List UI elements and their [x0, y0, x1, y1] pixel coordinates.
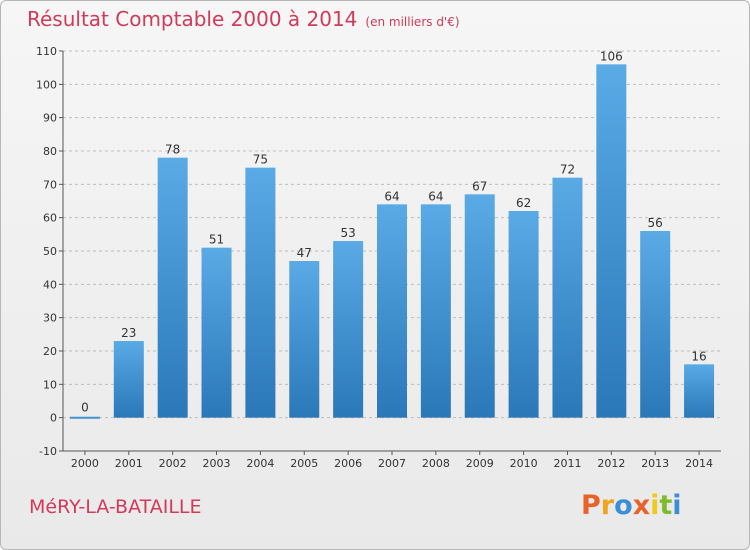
value-label-2014: 16	[691, 349, 706, 363]
bar-2003[interactable]	[201, 247, 232, 418]
x-tick-label-2000: 2000	[71, 457, 99, 470]
y-tick-label: 90	[43, 112, 57, 125]
bars	[69, 64, 715, 419]
logo-letter: r	[600, 490, 615, 521]
y-tick-label: 70	[43, 178, 57, 191]
labels: -10 0 10 20 30 40 50 60 70 80 90 100 110 2000 0 2001 23 2…	[36, 45, 713, 470]
bar-2008[interactable]	[420, 204, 451, 418]
bar-2013[interactable]	[640, 231, 671, 418]
logo-letter: t	[659, 490, 673, 521]
value-label-2002: 78	[165, 143, 180, 157]
bar-2010[interactable]	[508, 211, 539, 418]
x-tick-label-2014: 2014	[685, 457, 713, 470]
y-tick-label: 60	[43, 212, 57, 225]
chart-title: Résultat Comptable 2000 à 2014 (en millie…	[27, 7, 460, 31]
logo-letter: i	[672, 490, 682, 521]
bar-2007[interactable]	[377, 204, 407, 418]
y-tick-label: 50	[43, 245, 57, 258]
bar-2014[interactable]	[684, 364, 715, 418]
x-tick-label-2011: 2011	[553, 457, 581, 470]
value-label-2010: 62	[516, 196, 531, 210]
x-tick-label-2008: 2008	[422, 457, 450, 470]
x-tick-label-2009: 2009	[466, 457, 494, 470]
value-label-2009: 67	[472, 179, 487, 193]
x-tick-label-2013: 2013	[641, 457, 669, 470]
bar-2009[interactable]	[464, 194, 495, 418]
value-label-2005: 47	[297, 246, 312, 260]
value-label-2007: 64	[384, 189, 399, 203]
value-label-2001: 23	[121, 326, 136, 340]
logo-letter: o	[614, 490, 633, 521]
bar-2011[interactable]	[552, 177, 583, 418]
y-tick-label: 40	[43, 278, 57, 291]
chart-subtitle: (en milliers d'€)	[365, 15, 460, 29]
bar-2006[interactable]	[333, 241, 364, 418]
y-tick-label: 100	[36, 78, 57, 91]
y-tick-label: 110	[36, 45, 57, 58]
y-tick-label: 30	[43, 312, 57, 325]
value-label-2012: 106	[600, 49, 623, 63]
value-label-2003: 51	[209, 233, 224, 247]
x-tick-label-2004: 2004	[246, 457, 274, 470]
commune-name: MéRY-LA-BATAILLE	[29, 496, 202, 518]
x-tick-label-2001: 2001	[115, 457, 143, 470]
value-label-2008: 64	[428, 189, 443, 203]
logo-letter: P	[581, 490, 601, 521]
bar-2004[interactable]	[245, 167, 276, 418]
value-label-2006: 53	[340, 226, 355, 240]
bar-2012[interactable]	[596, 64, 627, 418]
x-tick-label-2007: 2007	[378, 457, 406, 470]
value-label-2013: 56	[648, 216, 663, 230]
bar-2000[interactable]	[69, 416, 100, 419]
x-tick-label-2002: 2002	[159, 457, 187, 470]
y-tick-label: 0	[50, 412, 57, 425]
y-tick-label: 20	[43, 345, 57, 358]
logo-letter: i	[650, 490, 660, 521]
axes	[59, 50, 721, 455]
proxiti-logo[interactable]: Proxiti	[581, 490, 682, 521]
bar-2001[interactable]	[113, 341, 144, 418]
y-tick-label: -10	[39, 445, 57, 458]
y-tick-label: 80	[43, 145, 57, 158]
chart-title-text: Résultat Comptable 2000 à 2014	[27, 7, 358, 31]
x-tick-label-2010: 2010	[510, 457, 538, 470]
value-label-2011: 72	[560, 163, 575, 177]
logo-letter: x	[632, 490, 651, 521]
value-label-2004: 75	[253, 153, 268, 167]
x-tick-label-2006: 2006	[334, 457, 362, 470]
bar-2005[interactable]	[289, 261, 320, 418]
x-tick-label-2003: 2003	[203, 457, 231, 470]
value-label-2000: 0	[81, 401, 89, 415]
y-tick-label: 10	[43, 378, 57, 391]
x-tick-label-2005: 2005	[290, 457, 318, 470]
bar-2002[interactable]	[157, 157, 188, 418]
x-tick-label-2012: 2012	[597, 457, 625, 470]
